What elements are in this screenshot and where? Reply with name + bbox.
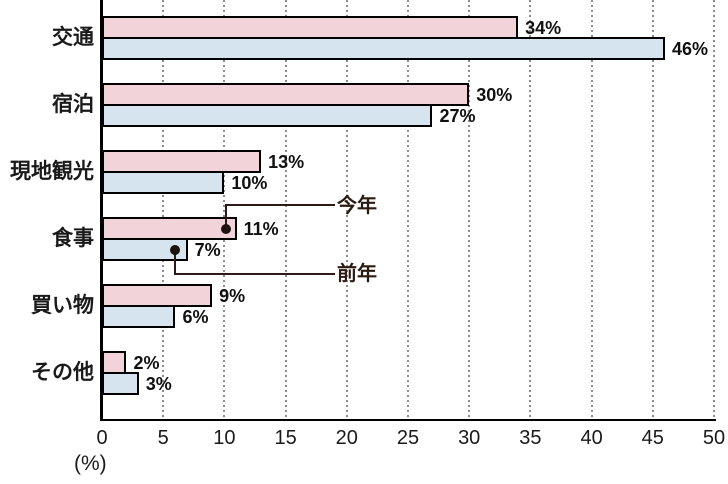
category-label: その他 <box>31 361 94 384</box>
callout-line-this-year-horizontal <box>225 204 335 206</box>
gridline <box>590 0 593 419</box>
value-label: 9% <box>219 285 246 306</box>
x-tick-label: 45 <box>641 427 664 449</box>
callout-line-prev-year-horizontal <box>174 273 335 275</box>
category-label: 買い物 <box>31 294 94 317</box>
value-label: 6% <box>182 306 209 327</box>
category-label: 交通 <box>52 26 94 49</box>
gridline <box>407 0 409 419</box>
axis-unit-label: (%) <box>74 452 107 475</box>
x-tick-label: 25 <box>396 427 420 449</box>
value-label: 2% <box>133 352 160 373</box>
x-tick-label: 5 <box>157 427 169 449</box>
value-label: 34% <box>525 17 562 38</box>
x-tick-label: 50 <box>702 427 726 449</box>
category-label: 宿泊 <box>52 93 94 116</box>
value-label: 7% <box>194 239 221 260</box>
value-label: 10% <box>231 172 268 193</box>
value-label: 11% <box>243 218 279 239</box>
gridline <box>529 0 532 419</box>
bar-prev-year <box>102 104 433 127</box>
bar-prev-year <box>102 238 188 261</box>
bar-this-year <box>102 83 470 106</box>
bar-this-year <box>102 351 127 374</box>
callout-line-prev-year-vertical <box>174 249 176 275</box>
bar-this-year <box>102 284 213 307</box>
y-axis-line <box>100 0 103 421</box>
x-tick-label: 0 <box>96 427 108 449</box>
callout-dot-prev-year <box>170 245 180 255</box>
value-label: 13% <box>268 151 305 172</box>
x-tick-label: 35 <box>519 427 542 449</box>
gridline <box>223 0 226 419</box>
bar-this-year <box>102 217 237 240</box>
gridline <box>651 0 654 419</box>
bar-this-year <box>102 150 262 173</box>
gridline <box>345 0 348 419</box>
category-label: 食事 <box>52 227 94 250</box>
category-label: 現地観光 <box>10 160 94 183</box>
bar-prev-year <box>102 171 225 194</box>
x-tick-label: 10 <box>213 427 236 449</box>
x-tick-label: 15 <box>274 427 297 449</box>
bar-prev-year <box>102 305 176 328</box>
callout-dot-this-year <box>221 224 231 234</box>
bar-prev-year <box>102 372 139 395</box>
value-label: 27% <box>439 105 476 126</box>
gridline <box>284 0 287 419</box>
bar-this-year <box>102 16 519 39</box>
x-tick-label: 20 <box>335 427 358 449</box>
callout-label-this-year: 今年 <box>337 195 377 217</box>
value-label: 46% <box>672 38 709 59</box>
gridline <box>162 0 165 419</box>
value-label: 30% <box>476 84 513 105</box>
x-axis-line <box>100 418 716 421</box>
x-tick-label: 30 <box>458 427 481 449</box>
x-tick-label: 40 <box>580 427 603 449</box>
gridline <box>713 0 715 419</box>
value-label: 3% <box>145 373 172 394</box>
bar-prev-year <box>102 37 666 60</box>
gridline <box>468 0 471 419</box>
callout-line-this-year-vertical <box>225 204 227 230</box>
callout-label-prev-year: 前年 <box>337 263 377 285</box>
